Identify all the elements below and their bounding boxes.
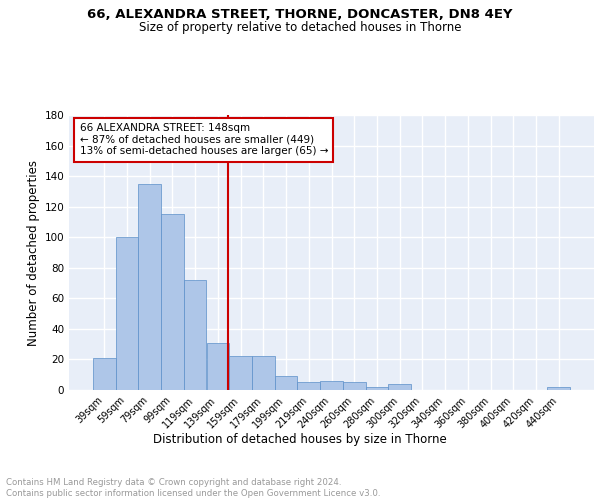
Bar [343, 382, 365, 390]
Bar [252, 356, 275, 390]
Text: Size of property relative to detached houses in Thorne: Size of property relative to detached ho… [139, 22, 461, 35]
Bar [116, 237, 139, 390]
Text: Distribution of detached houses by size in Thorne: Distribution of detached houses by size … [153, 432, 447, 446]
Text: 66 ALEXANDRA STREET: 148sqm
← 87% of detached houses are smaller (449)
13% of se: 66 ALEXANDRA STREET: 148sqm ← 87% of det… [79, 123, 328, 156]
Bar [298, 382, 320, 390]
Bar [206, 342, 229, 390]
Text: Contains HM Land Registry data © Crown copyright and database right 2024.
Contai: Contains HM Land Registry data © Crown c… [6, 478, 380, 498]
Y-axis label: Number of detached properties: Number of detached properties [27, 160, 40, 346]
Bar [275, 376, 298, 390]
Text: 66, ALEXANDRA STREET, THORNE, DONCASTER, DN8 4EY: 66, ALEXANDRA STREET, THORNE, DONCASTER,… [87, 8, 513, 20]
Bar [139, 184, 161, 390]
Bar [161, 214, 184, 390]
Bar [320, 381, 343, 390]
Bar [184, 280, 206, 390]
Bar [365, 387, 388, 390]
Bar [229, 356, 252, 390]
Bar [93, 358, 116, 390]
Bar [547, 387, 570, 390]
Bar [388, 384, 411, 390]
